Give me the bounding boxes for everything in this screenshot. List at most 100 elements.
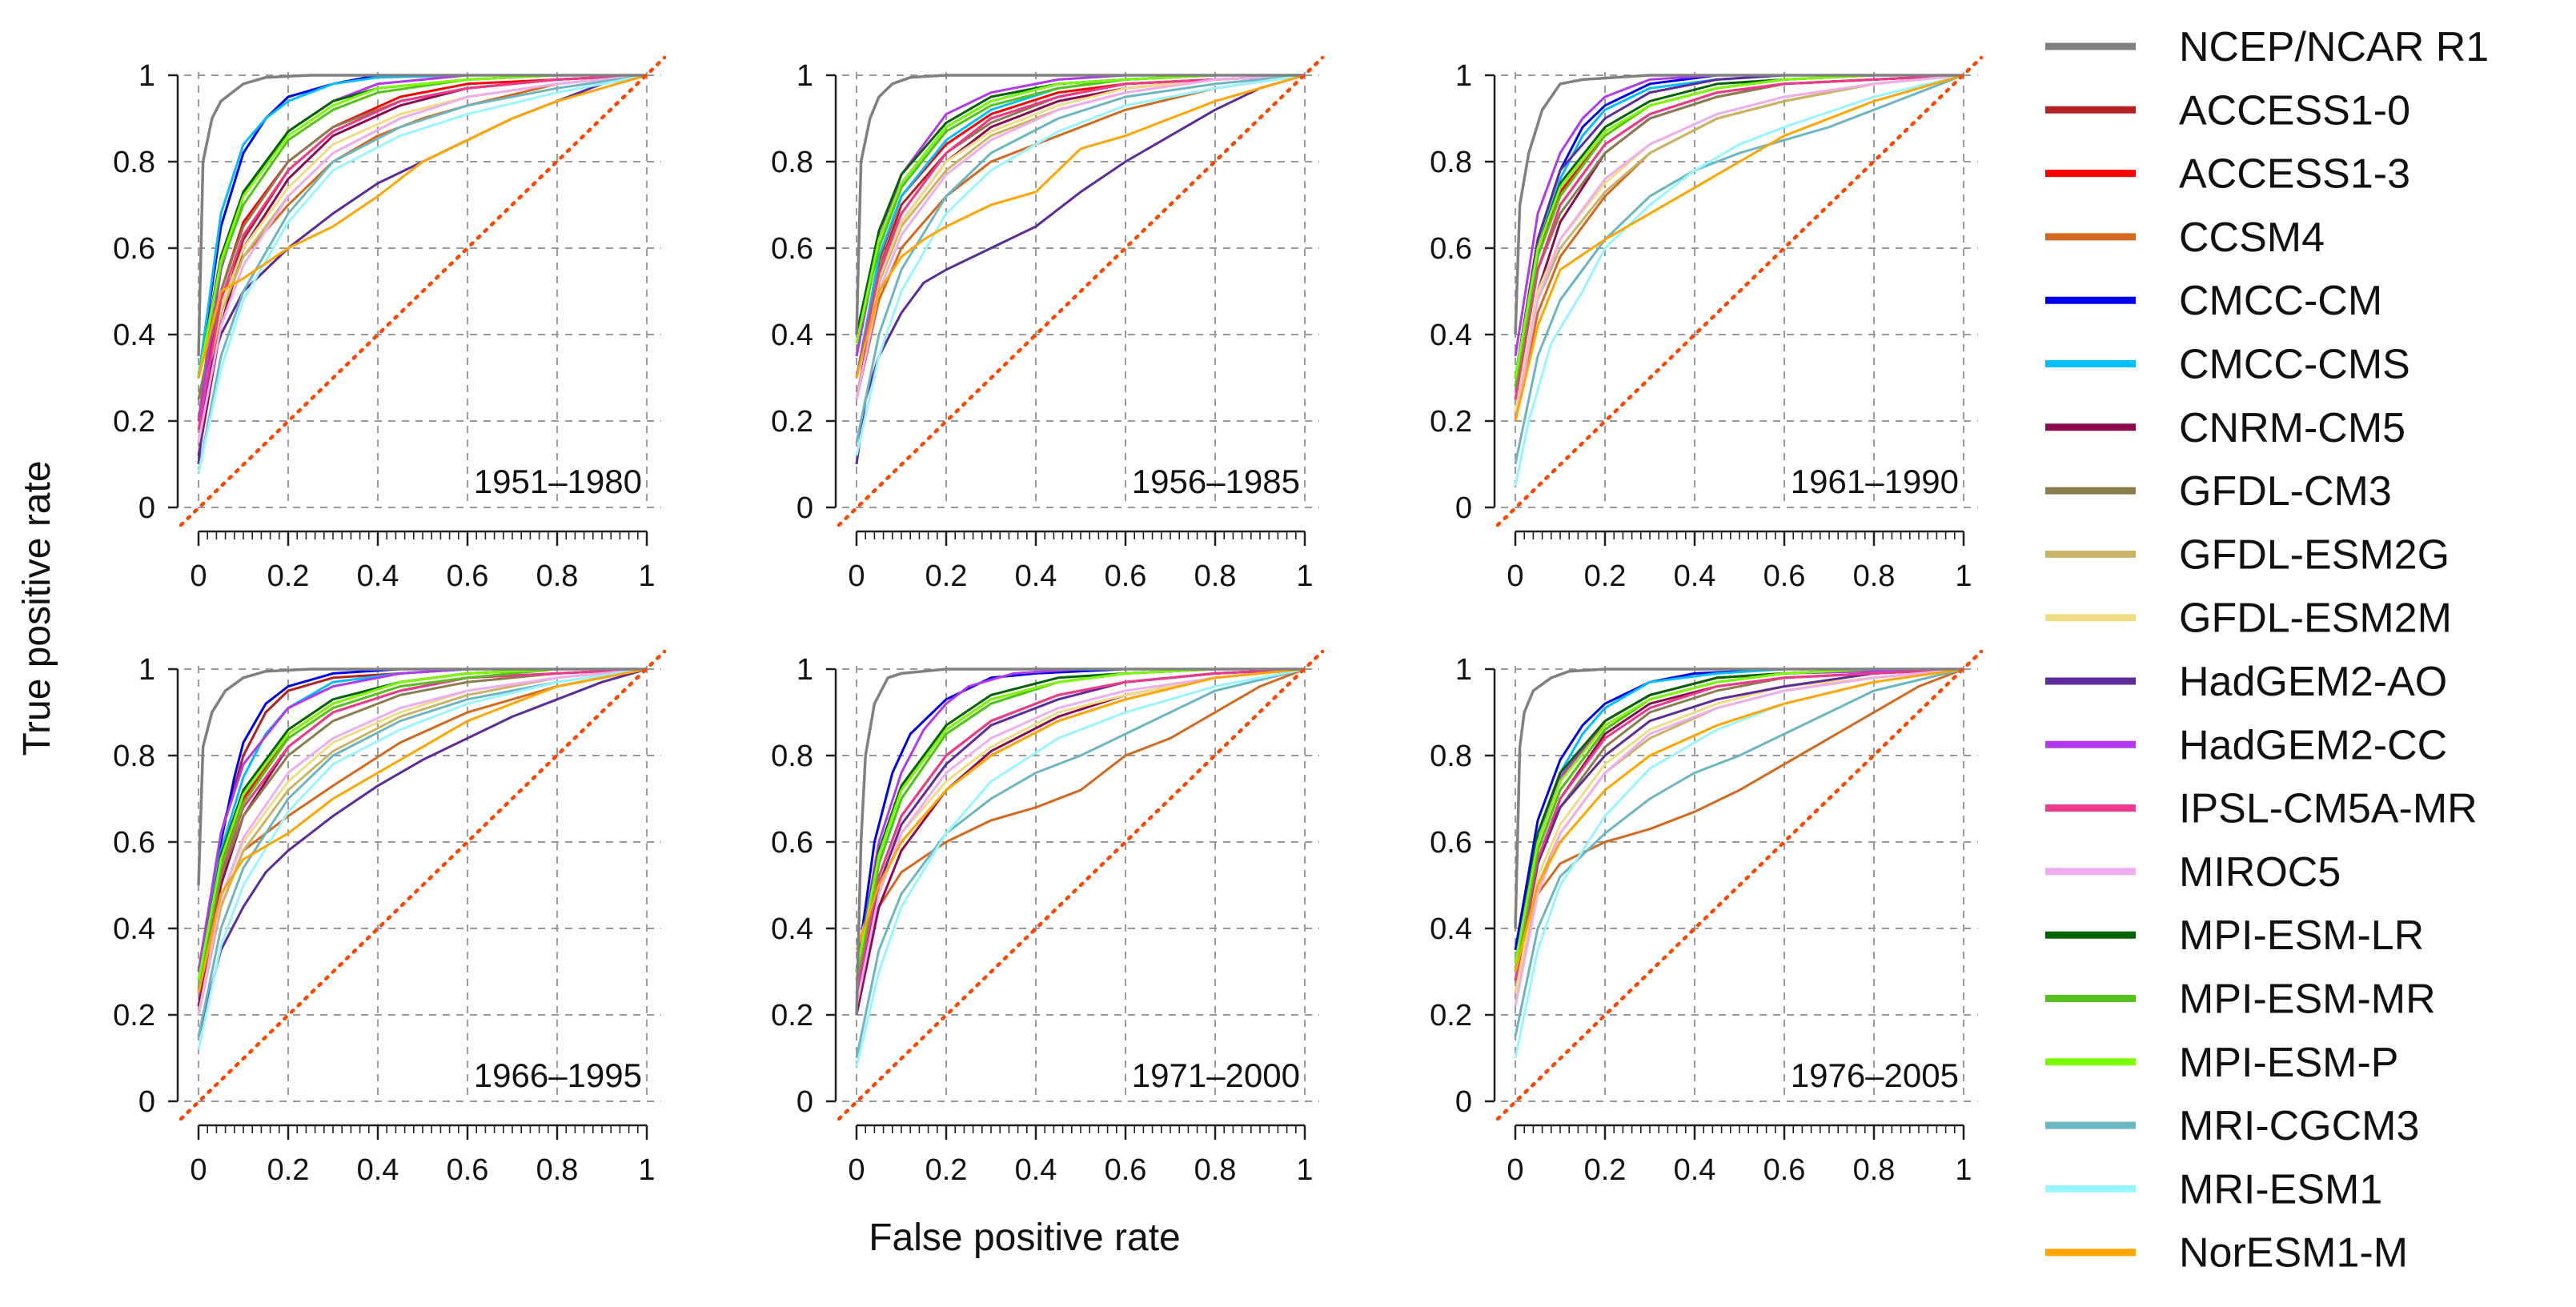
legend-item-mri-esm1: MRI-ESM1 bbox=[2045, 1166, 2382, 1213]
roc-curve-hadgem2-ao bbox=[855, 74, 1306, 465]
diagonal-reference-line bbox=[1495, 55, 1984, 527]
y-tick-label: 1 bbox=[796, 653, 813, 687]
y-tick-label: 0.2 bbox=[113, 405, 155, 439]
roc-curve-mpi-esm-p bbox=[197, 74, 647, 379]
legend-label: CNRM-CM5 bbox=[2179, 405, 2405, 451]
x-tick-label: 0.8 bbox=[1853, 1153, 1896, 1187]
legend-item-ccsm4: CCSM4 bbox=[2045, 214, 2325, 261]
legend-item-noresm1-m: NorESM1-M bbox=[2045, 1230, 2408, 1277]
y-tick-label: 0.6 bbox=[113, 826, 155, 860]
y-tick-label: 0.4 bbox=[771, 912, 813, 946]
legend-item-hadgem2-ao: HadGEM2-AO bbox=[2045, 659, 2447, 705]
roc-curve-hadgem2-cc bbox=[1514, 668, 1964, 972]
roc-curve-hadgem2-cc bbox=[855, 74, 1305, 357]
roc-curve-gfdl-esm2m bbox=[1514, 668, 1964, 994]
roc-curve-ncep-ncar-r1 bbox=[1514, 668, 1964, 929]
x-tick-label: 0.4 bbox=[1015, 1153, 1057, 1187]
legend-item-access1-3: ACCESS1-3 bbox=[2045, 151, 2410, 198]
x-tick-label: 0.4 bbox=[357, 559, 399, 593]
roc-curve-ccsm4 bbox=[1514, 668, 1964, 972]
roc-panel-1: 0 0.2 0.4 0.6 0.8 1 0 0.2 0.4 0.6 0.8 1 1956–1985 bbox=[771, 55, 1325, 593]
roc-curve-ccsm4 bbox=[197, 74, 648, 422]
roc-panel-3: 0 0.2 0.4 0.6 0.8 1 0 0.2 0.4 0.6 0.8 1 1966–1995 bbox=[113, 649, 667, 1187]
y-tick-label: 0.2 bbox=[771, 999, 813, 1032]
y-axis-title: True positive rate bbox=[16, 460, 58, 756]
roc-curve-miroc5 bbox=[197, 668, 648, 1016]
x-tick-label: 0.8 bbox=[1194, 559, 1237, 593]
legend-item-cnrm-cm5: CNRM-CM5 bbox=[2045, 405, 2405, 451]
roc-curve-noresm1-m bbox=[197, 668, 648, 994]
x-tick-label: 0 bbox=[1507, 559, 1523, 593]
roc-curve-cmcc-cm bbox=[855, 668, 1305, 972]
roc-curve-noresm1-m bbox=[855, 74, 1306, 379]
roc-curve-hadgem2-cc bbox=[855, 668, 1305, 972]
roc-curve-mpi-esm-p bbox=[197, 668, 647, 981]
x-tick-label: 1 bbox=[1296, 559, 1313, 593]
y-tick-label: 1 bbox=[796, 59, 813, 93]
roc-curve-miroc5 bbox=[197, 74, 648, 443]
legend-item-hadgem2-cc: HadGEM2-CC bbox=[2045, 722, 2447, 768]
y-tick-label: 0.2 bbox=[1430, 999, 1472, 1032]
roc-curve-cmcc-cms bbox=[855, 668, 1305, 994]
roc-curve-hadgem2-ao bbox=[855, 668, 1306, 994]
roc-curve-mri-esm1 bbox=[197, 668, 648, 1050]
roc-curve-miroc5 bbox=[1514, 668, 1964, 1007]
legend-label: MRI-CGCM3 bbox=[2179, 1103, 2419, 1149]
roc-curve-ncep-ncar-r1 bbox=[1514, 74, 1964, 335]
y-tick-label: 0.4 bbox=[771, 319, 813, 352]
y-tick-label: 0.6 bbox=[1430, 826, 1472, 860]
y-tick-label: 0 bbox=[138, 491, 155, 525]
roc-curve-mpi-esm-p bbox=[1514, 668, 1964, 964]
roc-curve-gfdl-esm2g bbox=[855, 74, 1306, 379]
roc-curve-gfdl-cm3 bbox=[855, 74, 1306, 379]
y-tick-label: 0 bbox=[796, 491, 813, 525]
roc-curve-mpi-esm-p bbox=[1514, 74, 1964, 379]
roc-curve-gfdl-cm3 bbox=[855, 668, 1306, 994]
legend-item-cmcc-cms: CMCC-CMS bbox=[2045, 342, 2410, 388]
roc-curve-access1-0 bbox=[1514, 74, 1964, 400]
roc-curve-mri-cgcm3 bbox=[1514, 668, 1964, 1037]
legend-item-ncep-ncar-r1: NCEP/NCAR R1 bbox=[2045, 24, 2489, 70]
y-tick-label: 0.4 bbox=[113, 319, 155, 352]
legend-label: MPI-ESM-MR bbox=[2179, 976, 2436, 1023]
legend-item-mpi-esm-lr: MPI-ESM-LR bbox=[2045, 912, 2424, 959]
diagonal-reference-line bbox=[837, 649, 1325, 1121]
legend-label: MPI-ESM-LR bbox=[2179, 912, 2424, 959]
roc-curve-gfdl-cm3 bbox=[197, 668, 648, 994]
x-tick-label: 0.8 bbox=[1853, 559, 1896, 593]
x-tick-label: 0 bbox=[848, 559, 865, 593]
legend-label: IPSL-CM5A-MR bbox=[2179, 786, 2478, 832]
period-label: 1976–2005 bbox=[1791, 1056, 1959, 1094]
roc-curve-ipsl-cm5a-mr bbox=[1514, 668, 1964, 981]
legend-label: MRI-ESM1 bbox=[2179, 1166, 2382, 1213]
x-tick-label: 0.4 bbox=[357, 1153, 399, 1187]
period-label: 1951–1980 bbox=[474, 463, 642, 500]
y-tick-label: 0.8 bbox=[113, 146, 155, 179]
legend-label: HadGEM2-AO bbox=[2179, 659, 2447, 705]
roc-curve-reference-top bbox=[197, 668, 647, 886]
y-tick-label: 0.2 bbox=[771, 405, 813, 439]
legend-label: NCEP/NCAR R1 bbox=[2179, 24, 2489, 70]
roc-curve-gfdl-esm2m bbox=[855, 668, 1306, 951]
roc-curve-gfdl-cm3 bbox=[1514, 74, 1964, 400]
y-tick-label: 0.4 bbox=[113, 912, 155, 946]
roc-curve-reference-top bbox=[855, 74, 1305, 335]
y-tick-label: 0.2 bbox=[1430, 405, 1472, 439]
y-tick-label: 0.8 bbox=[1430, 146, 1472, 179]
y-tick-label: 0.6 bbox=[1430, 232, 1472, 266]
legend-label: GFDL-CM3 bbox=[2179, 468, 2392, 515]
x-tick-label: 0.8 bbox=[536, 559, 579, 593]
diagonal-reference-line bbox=[179, 55, 667, 527]
roc-curve-mpi-esm-mr bbox=[1514, 668, 1964, 972]
roc-curve-mri-cgcm3 bbox=[197, 668, 648, 1037]
roc-curve-access1-3 bbox=[1514, 668, 1964, 972]
roc-curve-noresm1-m bbox=[1514, 668, 1964, 972]
y-tick-label: 0.8 bbox=[771, 146, 813, 179]
roc-curve-cmcc-cms bbox=[855, 74, 1305, 379]
x-tick-label: 0.2 bbox=[925, 559, 968, 593]
x-tick-label: 0.2 bbox=[267, 1153, 310, 1187]
legend-item-mri-cgcm3: MRI-CGCM3 bbox=[2045, 1103, 2419, 1149]
roc-curve-miroc5 bbox=[855, 74, 1306, 400]
roc-curve-noresm1-m bbox=[197, 74, 648, 379]
